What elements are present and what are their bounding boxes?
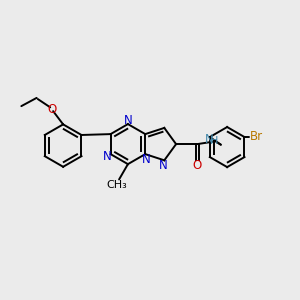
Text: H: H	[210, 136, 218, 146]
Text: O: O	[47, 103, 57, 116]
Text: Br: Br	[250, 130, 263, 143]
Text: CH₃: CH₃	[106, 180, 127, 190]
Text: N: N	[205, 134, 213, 146]
Text: N: N	[124, 114, 133, 127]
Text: O: O	[193, 159, 202, 172]
Text: N: N	[158, 159, 167, 172]
Text: N: N	[103, 150, 111, 163]
Text: N: N	[142, 153, 150, 166]
